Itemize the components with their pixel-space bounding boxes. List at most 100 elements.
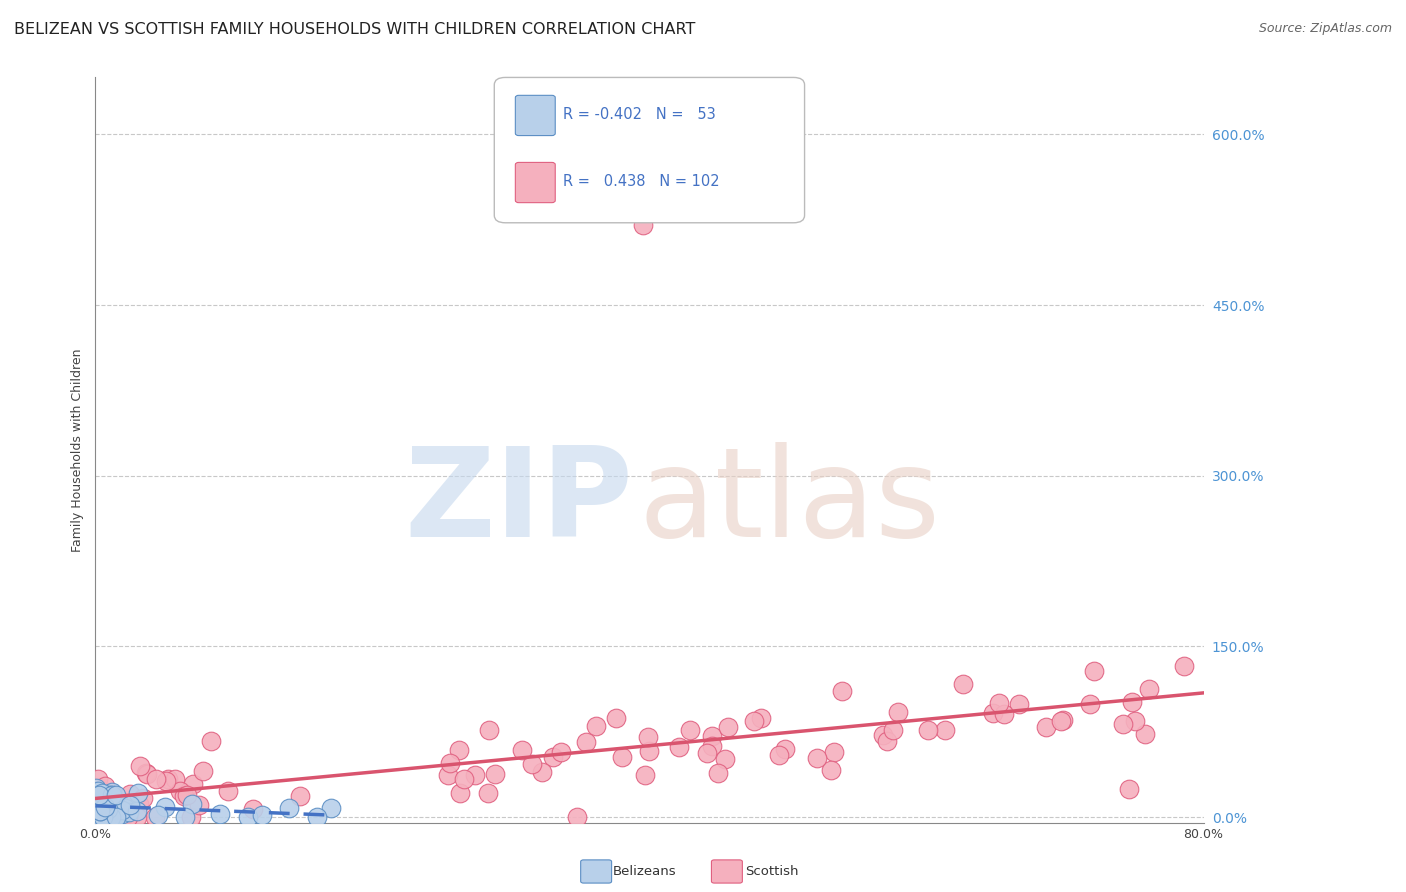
Point (114, 801, 136, 815)
Point (464, 768, 486, 782)
Point (882, 723, 904, 737)
Point (872, 728, 894, 742)
Point (87, 772, 110, 786)
Point (169, 783, 191, 797)
Point (128, 759, 150, 773)
Point (217, 784, 239, 798)
Point (93, 797, 115, 811)
Point (156, 772, 179, 787)
Point (87, 798, 110, 813)
Point (768, 747, 790, 762)
Point (91, 799, 114, 814)
Point (105, 788, 128, 802)
Point (143, 810, 166, 824)
Point (744, 714, 766, 728)
Point (773, 742, 796, 756)
Point (163, 772, 186, 786)
Point (87, 810, 110, 824)
Y-axis label: Family Households with Children: Family Households with Children (72, 349, 84, 552)
Point (952, 677, 974, 691)
Point (200, 734, 222, 748)
Point (1112, 717, 1135, 731)
Point (87, 806, 110, 821)
Point (477, 786, 499, 800)
Point (87, 796, 110, 810)
Point (187, 797, 209, 812)
Point (90, 797, 112, 812)
Point (1123, 714, 1146, 729)
Point (98, 788, 121, 802)
Point (749, 711, 772, 725)
Point (180, 810, 202, 824)
Point (176, 788, 198, 802)
Point (993, 706, 1015, 721)
Point (236, 810, 259, 824)
Point (84, 780, 107, 795)
Point (447, 743, 470, 757)
Point (288, 789, 311, 804)
Point (510, 743, 533, 757)
Point (531, 764, 554, 779)
Point (453, 772, 475, 786)
Point (111, 803, 134, 817)
Point (242, 802, 264, 816)
Point (101, 785, 124, 799)
Point (567, 810, 589, 824)
Point (484, 766, 506, 780)
Point (87, 805, 110, 819)
Point (981, 706, 1004, 721)
Point (181, 777, 204, 791)
Point (100, 810, 122, 824)
Point (103, 800, 125, 814)
Point (1135, 726, 1157, 740)
Point (520, 757, 543, 772)
Point (717, 720, 740, 734)
Point (96, 786, 118, 800)
Point (136, 766, 159, 780)
Point (94, 780, 117, 794)
Point (934, 723, 956, 737)
Point (634, 768, 657, 782)
Point (173, 789, 195, 803)
Point (114, 804, 136, 818)
Point (101, 810, 124, 824)
Point (89, 804, 111, 818)
Point (100, 788, 122, 802)
Point (637, 731, 659, 745)
Point (987, 696, 1010, 710)
Point (135, 766, 157, 780)
Point (94, 787, 117, 801)
Point (174, 810, 197, 824)
Point (94, 810, 117, 824)
Point (128, 797, 150, 812)
Point (132, 791, 155, 805)
Text: R =   0.438   N = 102: R = 0.438 N = 102 (562, 174, 720, 189)
Point (1121, 695, 1143, 709)
Point (478, 723, 501, 737)
Point (550, 745, 572, 759)
Point (111, 806, 134, 821)
Point (87, 788, 110, 802)
Point (678, 723, 700, 737)
Point (823, 745, 845, 759)
Text: Source: ZipAtlas.com: Source: ZipAtlas.com (1258, 22, 1392, 36)
Point (87, 785, 110, 799)
Point (91, 810, 114, 824)
Point (1008, 697, 1031, 711)
Point (98, 789, 121, 803)
Point (118, 787, 141, 801)
Point (84, 803, 107, 817)
Point (93, 804, 115, 818)
Point (84, 789, 107, 804)
Point (305, 810, 328, 824)
Point (575, 735, 598, 749)
Point (86, 790, 108, 805)
Text: Belizeans: Belizeans (613, 865, 676, 878)
Point (94, 810, 117, 824)
Point (707, 766, 730, 780)
Point (93, 805, 115, 819)
Text: ZIP: ZIP (404, 442, 633, 563)
Point (145, 772, 167, 786)
Point (439, 756, 461, 771)
Point (104, 810, 127, 824)
